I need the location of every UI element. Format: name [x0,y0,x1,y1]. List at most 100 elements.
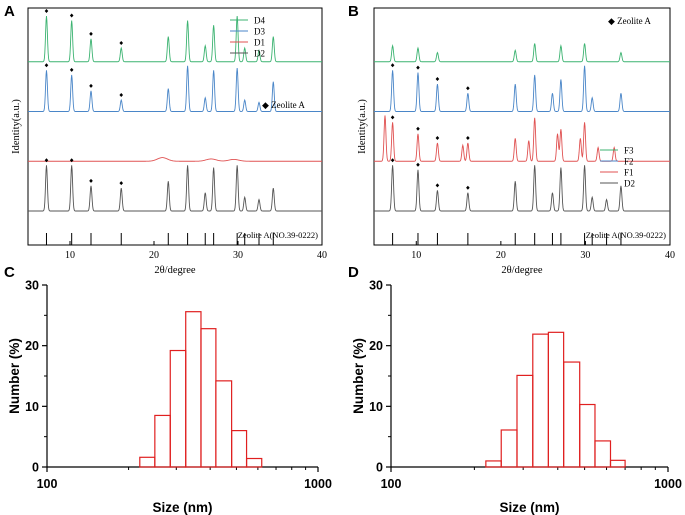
histogram-bar [231,430,248,468]
histogram-bar [169,349,187,468]
xrd-pattern-d2 [28,165,322,212]
legend-label-d3: D3 [254,27,265,37]
histogram-bar [139,456,156,468]
legend-label-d1: D1 [254,38,265,48]
panel-label-b: B [348,3,359,20]
y-axis-label: Number (%) [7,338,22,414]
histogram-bar [215,380,233,468]
y-tick-label: 20 [369,339,383,353]
legend-label-d2: D2 [254,49,265,59]
peak-marker [69,67,74,72]
marker-legend: ◆ Zeolite A [608,16,651,26]
peak-marker [69,158,74,163]
peak-marker [89,178,93,183]
peak-marker [119,93,124,98]
x-tick-label: 10 [65,250,75,261]
y-tick-label: 30 [25,279,39,293]
peak-marker [435,183,440,188]
x-tick-label: 20 [149,250,159,261]
x-tick-label: 40 [317,250,327,261]
peak-marker [435,77,440,82]
histogram-bar [185,311,202,468]
xrd-pattern-d3 [28,65,322,112]
legend-label-f2: F2 [624,157,634,167]
histogram-bar [245,457,263,468]
xrd-pattern-f3 [374,43,670,63]
peak-marker [89,83,93,88]
panel-label-c: C [4,264,15,281]
peak-marker [416,162,420,167]
y-axis-label: Number (%) [351,338,366,414]
histogram-bar [485,460,502,468]
legend-label-f3: F3 [624,146,634,156]
peak-marker [119,181,124,186]
y-tick-label: 20 [25,339,39,353]
histogram-chart-c: 0 10 20 30 100 1000 Size (nm) Number (%) [7,279,332,515]
x-axis-label: Size (nm) [152,500,212,515]
x-tick-label: 1000 [654,477,682,491]
y-tick-label: 30 [369,279,383,293]
legend-label-d2: D2 [624,179,635,189]
xrd-pattern-d1 [28,157,322,162]
x-tick-label: 100 [37,477,58,491]
xrd-pattern-f2 [374,65,670,112]
peak-marker [390,63,395,68]
histogram-bar [547,331,565,468]
y-tick-label: 10 [25,400,39,414]
histogram-bar [579,403,596,468]
peak-marker [435,135,440,140]
histogram-bar [594,440,612,468]
plot-frame [373,7,671,246]
histogram-bar [154,414,171,468]
x-tick-label: 40 [665,250,675,261]
y-tick-label: 0 [376,461,383,475]
xrd-pattern-d2 [374,165,670,212]
y-axis-label: Identity(a.u.) [11,99,22,154]
xrd-pattern-f1 [374,115,670,162]
y-tick-label: 0 [32,461,39,475]
x-tick-label: 30 [580,250,590,261]
peak-marker [390,158,395,163]
peak-marker [466,185,470,190]
x-tick-label: 30 [233,250,243,261]
y-axis-label: Identity(a.u.) [357,99,368,154]
xrd-chart-a: 10 20 30 40 2θ/degree Identity(a.u.) Zeolite A… [11,7,327,276]
histogram-bar [532,333,549,468]
x-axis-label: 2θ/degree [501,265,543,276]
x-axis-label: 2θ/degree [154,265,196,276]
peak-marker [44,158,49,163]
peak-marker [69,13,74,18]
x-tick-label: 20 [496,250,506,261]
x-tick-label: 1000 [304,477,332,491]
histogram-bar [609,459,626,468]
peak-marker [44,8,49,13]
legend-label-f1: F1 [624,168,634,178]
peak-marker [416,65,420,70]
histogram-bar [563,361,581,468]
peak-marker [89,31,93,36]
peak-marker [466,86,470,91]
marker-legend: ◆ Zeolite A [262,100,305,110]
histogram-bar [200,328,217,468]
xrd-chart-b: 10 20 30 40 2θ/degree Identity(a.u.) Zeolite A… [357,7,675,276]
plot-frame [27,7,323,246]
histogram-bar [500,429,518,468]
peak-marker [416,126,420,131]
x-tick-label: 10 [411,250,421,261]
reference-label: Zeolite A(NO.39-0222) [238,230,318,240]
panel-label-a: A [4,3,15,20]
histogram-chart-d: 0 10 20 30 100 1000 Size (nm) Number (%) [351,279,682,515]
legend-label-d4: D4 [254,16,265,26]
histogram-bar [516,374,534,468]
x-axis-label: Size (nm) [499,500,559,515]
reference-label: Zeolite A(NO.39-0222) [586,230,666,240]
y-tick-label: 10 [369,400,383,414]
peak-marker [390,115,395,120]
x-tick-label: 100 [381,477,402,491]
peak-marker [466,135,470,140]
panel-label-d: D [348,264,359,281]
xrd-pattern-d4 [28,15,322,63]
